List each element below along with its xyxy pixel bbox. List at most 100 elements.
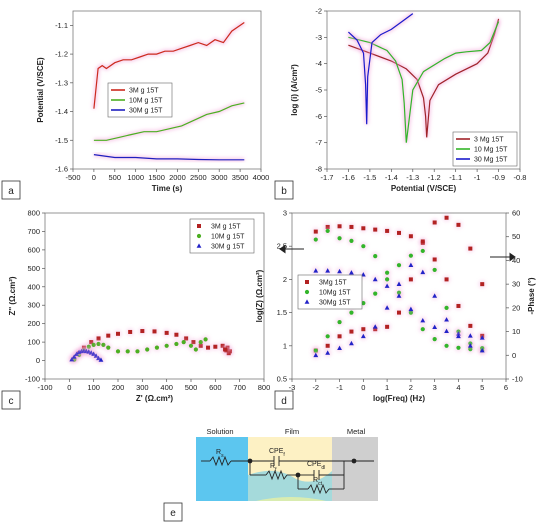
legend-label: 3 Mg 15T [474, 137, 504, 144]
data-point [349, 310, 354, 315]
series-line [347, 13, 414, 125]
data-point [198, 340, 203, 345]
series [311, 261, 487, 360]
y-tick-label: 1 [283, 341, 287, 350]
data-point [223, 347, 228, 352]
data-point [101, 342, 106, 347]
data-point [140, 329, 145, 334]
x-tick-label: 800 [258, 383, 271, 392]
x-tick-label: -1.3 [406, 173, 419, 182]
y-right-tick-label: 40 [512, 256, 520, 265]
legend-label: 10M g 15T [211, 234, 245, 241]
data-point [432, 293, 438, 298]
x-axis-label: Potential (V/SCE) [391, 184, 457, 193]
data-point [361, 327, 366, 332]
panel-label: e [163, 502, 183, 522]
data-point [96, 336, 101, 341]
y-tick-label: 700 [27, 227, 40, 236]
data-point [337, 345, 342, 350]
y-axis-label: log (i) (A/cm²) [290, 64, 299, 116]
data-point [456, 303, 461, 308]
panel-label-box [163, 502, 183, 522]
x-tick-label: -1.1 [449, 173, 462, 182]
data-point [106, 345, 111, 350]
x-axis-label: log(Freq) (Hz) [373, 394, 425, 403]
data-point [432, 257, 437, 262]
x-tick-label: 6 [504, 383, 508, 392]
x-tick-label: 3000 [211, 173, 228, 182]
data-point [384, 305, 390, 310]
x-tick-label: 200 [112, 383, 125, 392]
data-point [325, 343, 330, 348]
data-point [313, 268, 319, 273]
data-point [420, 327, 425, 332]
resistor-rs [209, 455, 232, 467]
legend-label: 10Mg 15T [319, 290, 351, 297]
data-point [337, 319, 342, 325]
x-tick-label: 2 [409, 383, 413, 392]
data-point [396, 293, 402, 298]
data-point [325, 334, 330, 339]
y-tick-label: -4 [315, 59, 322, 68]
y-axis-label: Z'' (Ω.cm²) [8, 276, 17, 315]
panel-label-box [1, 390, 21, 410]
y-tick-label: 800 [27, 209, 40, 218]
component-label: CPEdl [307, 461, 325, 471]
y-right-tick-label: 30 [512, 280, 520, 289]
y-tick-label: -2 [315, 7, 322, 16]
data-point [373, 227, 378, 232]
data-point [385, 324, 390, 329]
legend-swatch [305, 280, 309, 284]
data-point [152, 329, 157, 334]
data-point [164, 330, 169, 335]
data-point [444, 277, 449, 282]
y-tick-label: 600 [27, 245, 40, 254]
data-point [385, 228, 390, 233]
data-point [420, 248, 425, 254]
y-tick-label: 300 [27, 301, 40, 310]
y-tick-label: 400 [27, 282, 40, 291]
data-point [420, 317, 426, 323]
x-tick-label: 700 [233, 383, 246, 392]
data-point [444, 317, 449, 322]
panel-label-text: b [281, 186, 287, 197]
data-point [125, 349, 130, 354]
series [347, 11, 414, 125]
data-point [467, 333, 473, 338]
x-tick-label: -100 [37, 383, 52, 392]
data-point [191, 340, 196, 345]
data-point [174, 341, 179, 347]
data-point [145, 347, 150, 352]
data-point [396, 281, 402, 286]
panel-label-text: a [8, 186, 14, 197]
x-tick-label: 0 [361, 383, 365, 392]
panel-label: c [1, 390, 21, 410]
component-label: Rs [216, 449, 224, 459]
data-point [444, 328, 449, 333]
x-tick-label: -1 [474, 173, 481, 182]
data-point [385, 270, 390, 275]
x-tick-label: 4000 [253, 173, 270, 182]
data-point [313, 237, 318, 242]
y-tick-label: -8 [315, 165, 322, 174]
data-point [135, 349, 140, 354]
data-point [213, 344, 218, 349]
component-label: Rf [270, 463, 277, 473]
data-point [154, 345, 160, 350]
solution-region [196, 437, 248, 501]
panel-label: d [274, 390, 294, 410]
panel-label-box [274, 180, 294, 200]
plot-frame [72, 10, 262, 170]
data-point [456, 333, 461, 339]
y-tick-label: -1.2 [55, 50, 68, 59]
data-point [479, 347, 485, 353]
panel-label: a [1, 180, 21, 200]
panel-label-text: c [9, 396, 14, 407]
x-tick-label: -1.7 [321, 173, 334, 182]
data-point [106, 333, 111, 338]
y-right-tick-label: 20 [512, 303, 520, 312]
legend: 3M g 15T 10M g 15T 30M g 15T [107, 82, 173, 118]
data-point [420, 239, 425, 244]
y-tick-label: 2 [283, 275, 287, 284]
